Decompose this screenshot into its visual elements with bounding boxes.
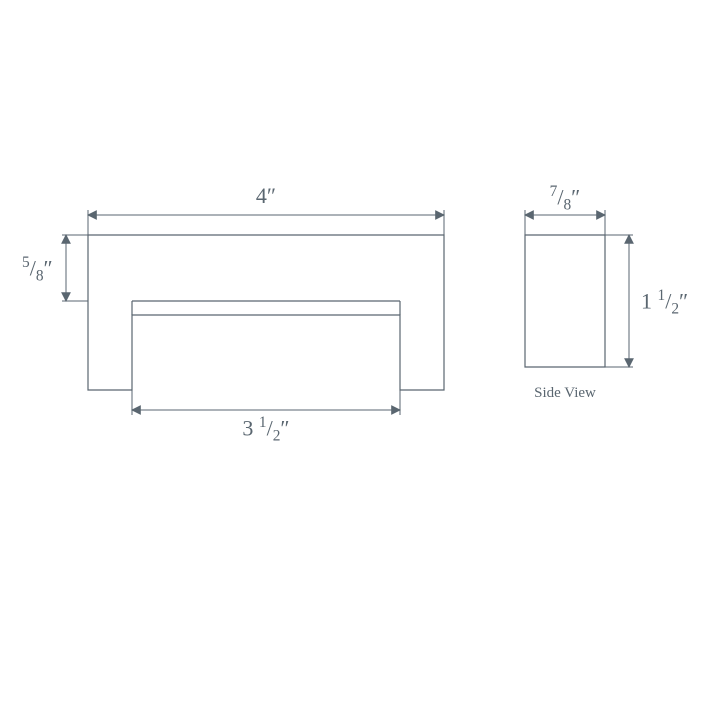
diagram-svg: [0, 0, 720, 720]
dim-side-height: 1 1/2″: [641, 287, 688, 319]
dim-front-lip: 5/8″: [22, 254, 53, 286]
front-outline: [88, 235, 444, 390]
dim-front-opening: 3 1/2″: [242, 414, 289, 446]
dim-front-width: 4″: [256, 183, 276, 209]
diagram-canvas: [0, 0, 720, 720]
dim-side-width: 7/8″: [550, 183, 581, 215]
side-outline: [525, 235, 605, 367]
side-view-caption: Side View: [534, 385, 596, 402]
